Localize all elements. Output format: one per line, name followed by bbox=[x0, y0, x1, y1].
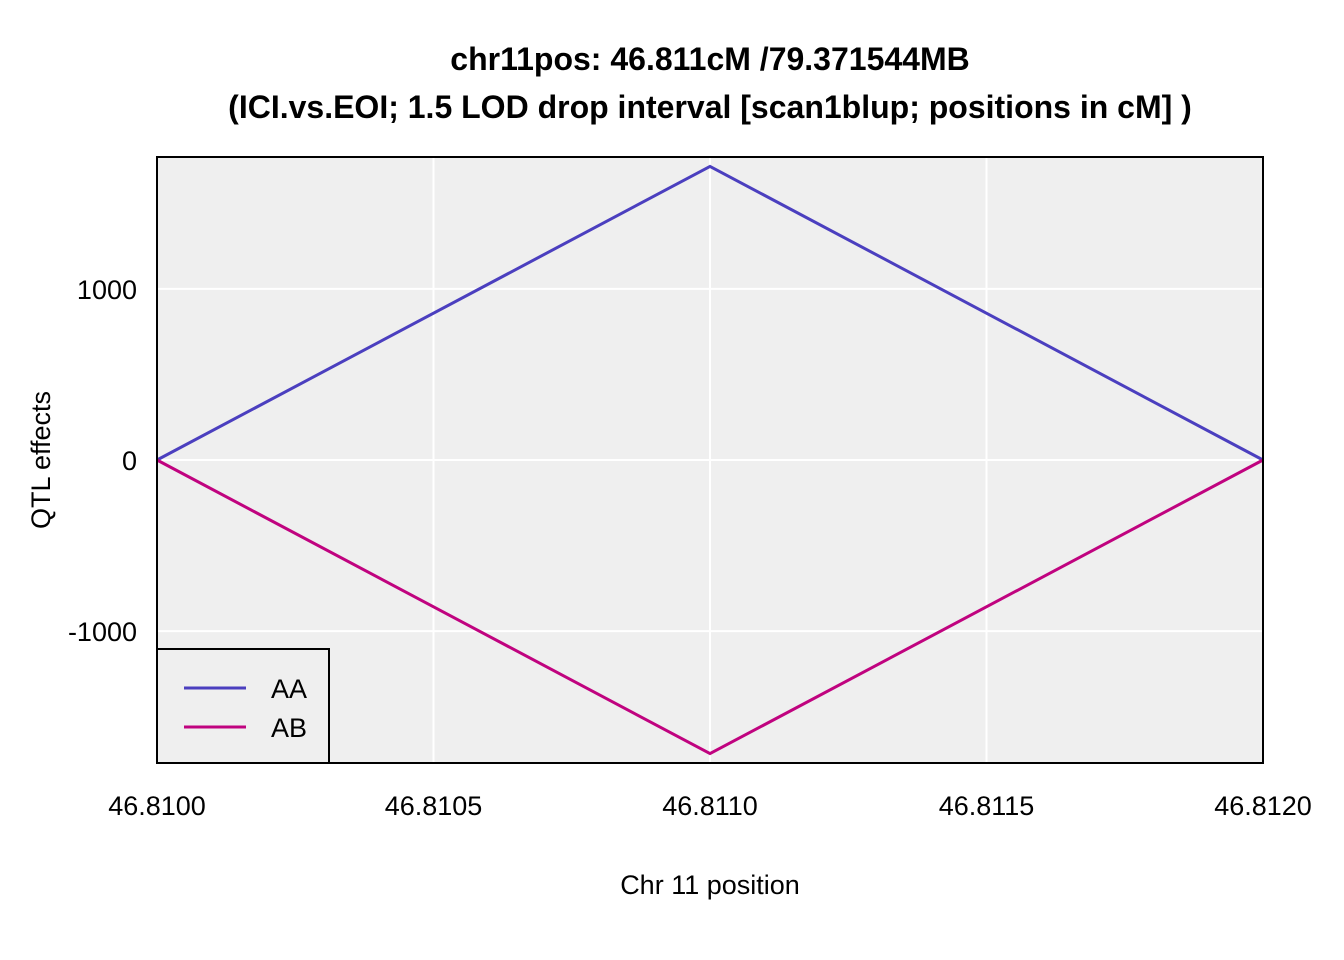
chart-title: chr11pos: 46.811cM /79.371544MB bbox=[450, 41, 969, 77]
plot-border bbox=[156, 156, 1264, 764]
legend-entry: AA bbox=[271, 674, 307, 704]
y-axis-label: QTL effects bbox=[26, 391, 56, 529]
y-tick-label: 0 bbox=[122, 446, 137, 476]
x-axis-label: Chr 11 position bbox=[620, 870, 800, 900]
series-line-ab bbox=[156, 458, 1264, 756]
x-tick-label: 46.8115 bbox=[939, 791, 1035, 821]
axis-ticks: 46.8100 46.8105 46.8110 46.8115 46.8120 -1000… bbox=[68, 275, 1312, 821]
chart-subtitle: (ICI.vs.EOI; 1.5 LOD drop interval [scan… bbox=[228, 89, 1192, 125]
y-tick-label: 1000 bbox=[77, 275, 137, 305]
legend-box bbox=[156, 648, 330, 764]
y-tick-label: -1000 bbox=[68, 617, 137, 647]
legend: AA AB bbox=[156, 648, 330, 764]
x-tick-label: 46.8105 bbox=[385, 791, 483, 821]
x-tick-label: 46.8110 bbox=[662, 791, 758, 821]
legend-entry: AB bbox=[271, 713, 307, 743]
x-tick-label: 46.8120 bbox=[1214, 791, 1312, 821]
series-line-aa bbox=[156, 164, 1264, 462]
x-tick-label: 46.8100 bbox=[108, 791, 206, 821]
series-lines bbox=[156, 164, 1264, 756]
